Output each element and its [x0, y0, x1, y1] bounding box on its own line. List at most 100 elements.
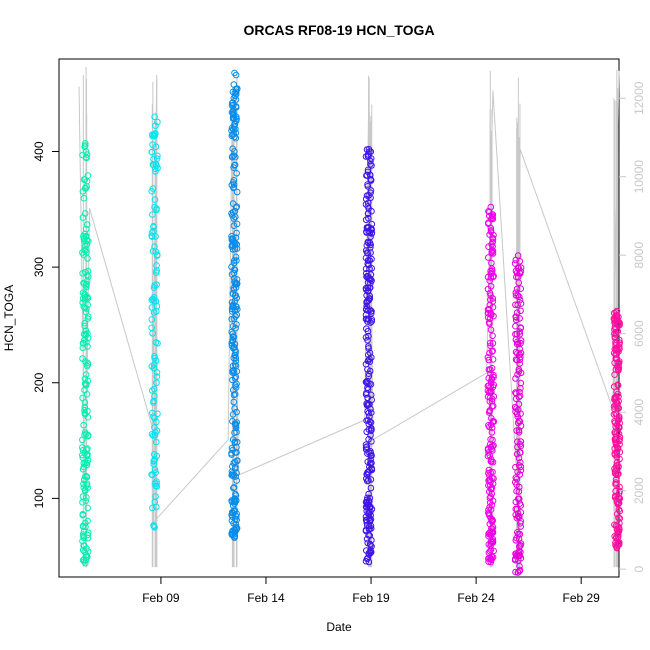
- data-point: [488, 348, 496, 355]
- data-point: [229, 323, 237, 330]
- data-point: [83, 338, 90, 346]
- data-point: [515, 550, 522, 557]
- data-point: [230, 333, 238, 341]
- data-point: [364, 210, 372, 217]
- data-point: [232, 153, 239, 161]
- data-point: [81, 242, 89, 250]
- data-point: [232, 96, 240, 103]
- data-point: [229, 145, 236, 152]
- data-point: [232, 351, 239, 359]
- data-point: [614, 381, 622, 389]
- data-point: [366, 418, 374, 426]
- data-point: [229, 513, 236, 521]
- data-point: [228, 508, 236, 516]
- data-point: [489, 497, 497, 505]
- data-point: [513, 505, 521, 513]
- data-point: [516, 356, 524, 364]
- data-point: [616, 319, 623, 327]
- data-point: [150, 309, 158, 316]
- data-point: [149, 211, 156, 218]
- data-point: [489, 303, 497, 311]
- data-point: [613, 544, 621, 552]
- data-point: [512, 395, 520, 403]
- data-point: [615, 397, 622, 405]
- data-point: [80, 532, 87, 540]
- data-point: [232, 280, 240, 288]
- data-point: [152, 233, 159, 240]
- data-point: [485, 356, 493, 364]
- data-point: [489, 356, 497, 363]
- data-point: [489, 213, 496, 221]
- data-point: [516, 293, 523, 301]
- data-point: [616, 455, 623, 463]
- data-point: [230, 275, 238, 282]
- data-point: [150, 294, 158, 301]
- data-point: [616, 507, 624, 515]
- data-point: [364, 166, 372, 174]
- data-point: [152, 122, 159, 129]
- data-point: [367, 157, 374, 165]
- data-point: [79, 214, 87, 221]
- data-point: [487, 546, 495, 554]
- data-point: [516, 315, 524, 322]
- data-point: [231, 390, 239, 398]
- data-point: [82, 382, 90, 389]
- data-point: [486, 488, 493, 496]
- data-point: [364, 417, 372, 424]
- data-point: [611, 405, 618, 413]
- data-point: [233, 188, 241, 196]
- data-point: [150, 399, 157, 406]
- data-point: [362, 441, 370, 449]
- data-point: [149, 387, 156, 394]
- data-point: [512, 550, 520, 558]
- data-point: [153, 379, 160, 387]
- data-point: [230, 391, 238, 399]
- data-point: [515, 366, 523, 373]
- data-point: [489, 247, 497, 255]
- data-point: [512, 498, 520, 506]
- data-point: [362, 360, 370, 368]
- data-point: [363, 242, 371, 249]
- data-point: [611, 319, 618, 326]
- data-point: [485, 509, 492, 517]
- data-point: [84, 267, 92, 275]
- data-point: [83, 473, 91, 481]
- data-point: [368, 265, 376, 272]
- y2-tick-label: 12000: [632, 81, 646, 115]
- data-point: [228, 449, 235, 457]
- data-point: [615, 404, 623, 412]
- data-point: [233, 117, 240, 125]
- data-point: [230, 315, 238, 323]
- data-point: [487, 342, 494, 350]
- data-point: [517, 349, 525, 357]
- data-point: [229, 88, 237, 96]
- data-point: [81, 246, 89, 254]
- data-point: [79, 151, 86, 159]
- data-point: [517, 449, 524, 456]
- data-point: [79, 546, 87, 554]
- data-point: [363, 498, 370, 506]
- data-point: [365, 490, 372, 498]
- data-point: [611, 371, 618, 379]
- data-point: [611, 435, 619, 443]
- data-point: [487, 456, 495, 463]
- data-point: [367, 542, 374, 549]
- data-point: [79, 498, 86, 506]
- data-point: [610, 315, 618, 322]
- data-point: [228, 299, 236, 306]
- x-tick-label: Feb 24: [457, 591, 495, 605]
- data-point: [363, 229, 370, 236]
- data-point: [485, 220, 492, 227]
- data-point: [363, 302, 371, 310]
- data-point: [367, 155, 375, 162]
- data-point: [232, 362, 240, 370]
- data-point: [365, 214, 372, 222]
- data-point: [517, 520, 524, 527]
- data-point: [614, 500, 622, 508]
- data-point: [364, 450, 371, 457]
- data-point: [233, 438, 241, 446]
- data-point: [229, 330, 237, 338]
- data-point: [79, 511, 87, 519]
- data-point: [517, 542, 524, 549]
- data-point: [611, 316, 619, 323]
